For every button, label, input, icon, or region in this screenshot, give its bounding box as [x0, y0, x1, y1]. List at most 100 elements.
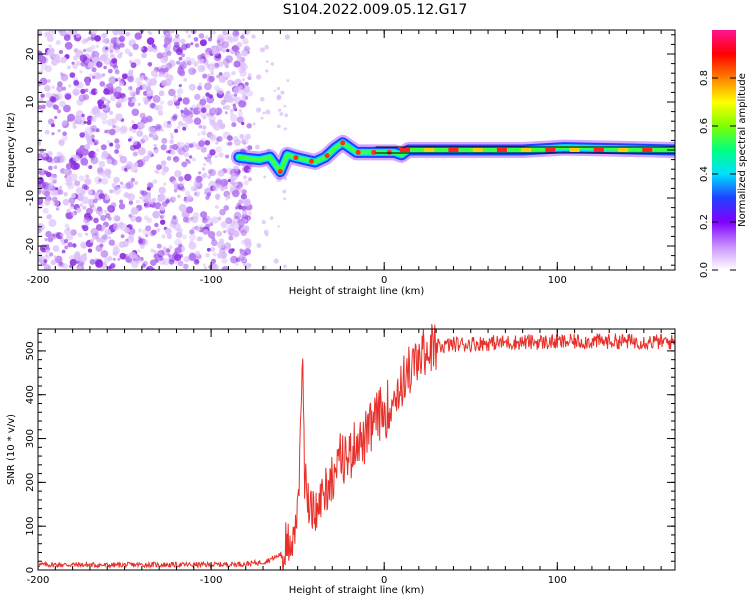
noise-speckle	[56, 85, 64, 92]
noise-speckle	[50, 189, 57, 196]
noise-speckle	[243, 180, 249, 186]
noise-speckle	[133, 162, 139, 167]
noise-speckle	[166, 74, 174, 82]
noise-speckle	[79, 203, 83, 207]
noise-speckle	[59, 233, 64, 237]
noise-speckle	[186, 194, 193, 201]
noise-speckle	[221, 48, 227, 53]
colorbar	[712, 30, 736, 270]
noise-speckle	[115, 113, 123, 121]
noise-speckle	[202, 163, 207, 167]
noise-speckle	[215, 43, 224, 52]
noise-speckle	[51, 85, 55, 89]
noise-speckle	[93, 217, 99, 224]
noise-speckle	[146, 217, 153, 224]
noise-speckle	[207, 63, 215, 71]
noise-speckle	[72, 124, 77, 129]
noise-speckle	[62, 263, 69, 269]
noise-speckle	[232, 135, 239, 142]
noise-speckle	[48, 165, 53, 171]
noise-speckle	[180, 187, 186, 192]
noise-speckle	[259, 47, 265, 53]
noise-speckle	[153, 250, 158, 254]
noise-speckle	[90, 156, 99, 165]
noise-speckle	[255, 144, 260, 150]
noise-speckle	[221, 266, 230, 270]
noise-speckle	[241, 210, 248, 216]
noise-speckle	[235, 206, 239, 210]
noise-speckle	[113, 186, 122, 195]
noise-speckle	[113, 91, 119, 97]
noise-speckle	[277, 225, 280, 228]
noise-speckle	[41, 247, 46, 251]
noise-speckle	[118, 35, 126, 42]
noise-speckle	[119, 42, 125, 48]
noise-speckle	[219, 238, 225, 244]
noise-speckle	[247, 90, 254, 97]
noise-speckle	[60, 56, 67, 64]
noise-speckle	[262, 111, 266, 115]
noise-speckle	[193, 192, 198, 196]
noise-speckle	[208, 75, 215, 83]
noise-speckle	[108, 76, 117, 85]
noise-speckle	[273, 258, 279, 264]
noise-speckle	[79, 254, 88, 263]
noise-speckle	[89, 62, 93, 66]
noise-speckle	[145, 234, 149, 238]
noise-speckle	[128, 200, 134, 205]
noise-speckle	[204, 51, 210, 58]
noise-speckle	[48, 252, 54, 257]
noise-speckle	[189, 58, 196, 65]
noise-speckle	[45, 92, 52, 98]
noise-speckle	[145, 77, 151, 84]
noise-speckle	[200, 146, 207, 153]
noise-speckle	[215, 205, 219, 209]
noise-speckle	[112, 257, 116, 261]
noise-speckle	[185, 190, 191, 196]
noise-speckle	[198, 124, 203, 129]
noise-speckle	[38, 97, 44, 103]
noise-speckle	[203, 266, 207, 270]
noise-speckle	[156, 52, 163, 59]
noise-speckle	[137, 158, 146, 167]
noise-speckle	[241, 162, 245, 167]
noise-speckle	[174, 128, 179, 133]
noise-speckle	[278, 108, 282, 112]
noise-speckle	[52, 245, 60, 252]
noise-speckle	[115, 143, 121, 150]
noise-speckle	[135, 199, 140, 204]
noise-speckle	[202, 172, 208, 178]
noise-speckle	[58, 49, 64, 55]
noise-speckle	[85, 134, 90, 140]
noise-speckle	[193, 117, 202, 125]
noise-speckle	[178, 243, 183, 248]
noise-speckle	[143, 215, 149, 221]
noise-speckle	[256, 107, 262, 113]
noise-speckle	[177, 227, 183, 234]
noise-speckle	[151, 231, 156, 236]
noise-speckle	[158, 186, 166, 195]
noise-speckle	[67, 242, 73, 248]
noise-speckle	[276, 95, 282, 101]
noise-speckle	[130, 62, 137, 69]
noise-speckle	[185, 43, 191, 49]
noise-speckle	[176, 105, 180, 109]
noise-speckle	[65, 163, 73, 170]
noise-speckle	[94, 35, 101, 42]
noise-speckle	[188, 253, 197, 261]
noise-speckle	[232, 103, 236, 107]
noise-speckle	[67, 118, 71, 122]
noise-speckle	[220, 75, 226, 81]
noise-speckle	[57, 129, 61, 133]
noise-speckle	[50, 96, 57, 103]
noise-speckle	[190, 42, 194, 46]
noise-speckle	[103, 65, 107, 70]
noise-speckle	[139, 244, 145, 250]
noise-speckle	[224, 63, 230, 69]
noise-speckle	[241, 189, 247, 195]
noise-speckle	[195, 175, 203, 183]
noise-speckle	[229, 35, 236, 43]
noise-speckle	[215, 146, 222, 153]
noise-speckle	[197, 54, 203, 60]
noise-speckle	[222, 105, 227, 110]
